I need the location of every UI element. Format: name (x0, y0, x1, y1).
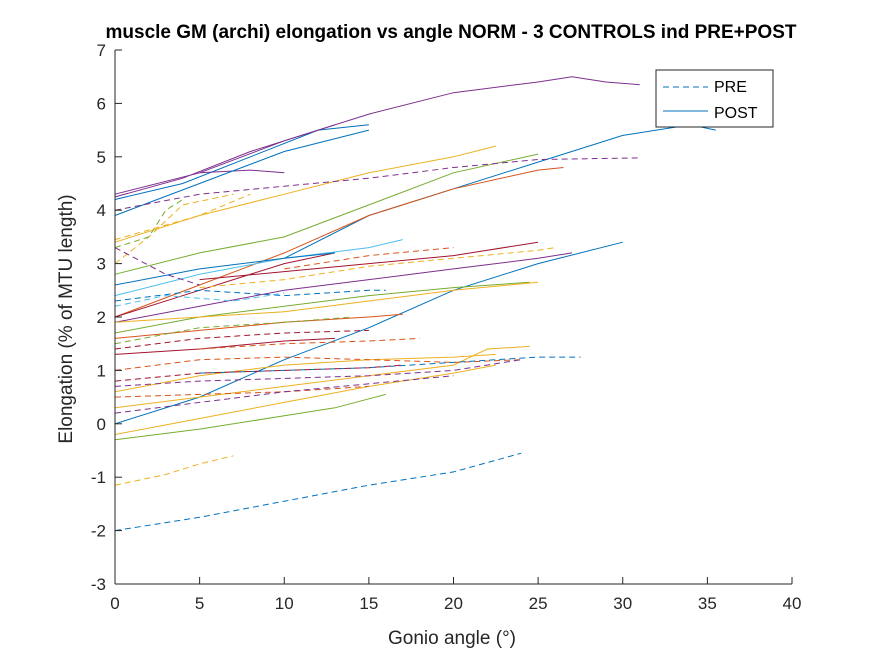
series-line-25 (114, 199, 183, 249)
y-tick-label: 7 (97, 41, 106, 60)
y-tick-label: -3 (91, 575, 106, 594)
series-line-28 (114, 289, 386, 302)
series-line-27 (114, 247, 200, 286)
legend: PRE POST (655, 69, 774, 128)
series-line-18 (114, 337, 336, 355)
series-line-1 (114, 124, 369, 200)
x-tick-label: 5 (195, 594, 204, 613)
series-line-42 (114, 452, 522, 532)
series-line-26 (114, 193, 251, 241)
series-line-32 (114, 329, 369, 350)
y-tick-label: 2 (97, 308, 106, 327)
x-tick-label: 15 (359, 594, 378, 613)
series-line-16 (114, 281, 539, 323)
series-line-12 (114, 252, 336, 286)
series-line-21 (114, 393, 386, 441)
series-line-29 (199, 247, 556, 289)
series-line-0 (114, 76, 640, 195)
series-line-24 (114, 193, 234, 264)
y-tick-label: 0 (97, 415, 106, 434)
series-line-35 (114, 356, 522, 371)
chart-title: muscle GM (archi) elongation vs angle NO… (106, 22, 797, 43)
y-tick-label: -1 (91, 468, 106, 487)
series-line-19 (114, 353, 496, 393)
x-tick-label: 20 (444, 594, 463, 613)
series-line-33 (199, 337, 420, 350)
x-tick-label: 0 (110, 594, 119, 613)
y-tick-label: -2 (91, 522, 106, 541)
series-line-22 (114, 364, 496, 435)
y-tick-label: 1 (97, 361, 106, 380)
x-axis-label: Gonio angle (°) (388, 628, 516, 649)
series-line-41 (114, 455, 234, 486)
legend-box (655, 69, 774, 128)
series-line-37 (114, 364, 403, 382)
series-line-13 (199, 241, 539, 281)
series-line-6 (284, 124, 716, 259)
series-line-10 (114, 252, 336, 318)
x-tick-label: 40 (783, 594, 802, 613)
series-line-39 (114, 385, 369, 398)
series-line-40 (114, 375, 454, 414)
y-tick-label: 6 (97, 94, 106, 113)
series-layer (114, 76, 716, 532)
x-tick-label: 25 (529, 594, 548, 613)
legend-label-post: POST (714, 105, 758, 122)
y-tick-label: 3 (97, 255, 106, 274)
y-tick-label: 4 (97, 201, 106, 220)
series-line-2 (114, 124, 336, 198)
series-line-38 (114, 359, 522, 387)
series-line-3 (199, 169, 285, 174)
series-line-5 (114, 129, 370, 216)
legend-label-pre: PRE (714, 79, 747, 96)
y-axis-label: Elongation (% of MTU length) (56, 194, 77, 443)
series-line-34 (114, 316, 352, 345)
y-tick-label: 5 (97, 148, 106, 167)
series-line-8 (114, 153, 539, 275)
axes: 0 5 10 15 20 25 30 35 40 -3 -2 -1 0 1 2 3 4 5 6 7 (91, 41, 802, 613)
series-line-30 (284, 247, 454, 270)
series-line-15 (114, 281, 530, 334)
series-line-14 (114, 252, 573, 323)
x-tick-label: 30 (613, 594, 632, 613)
x-tick-label: 35 (698, 594, 717, 613)
series-line-31 (114, 292, 285, 307)
series-line-20 (114, 345, 530, 409)
x-tick-label: 10 (275, 594, 294, 613)
series-line-4 (114, 241, 623, 425)
